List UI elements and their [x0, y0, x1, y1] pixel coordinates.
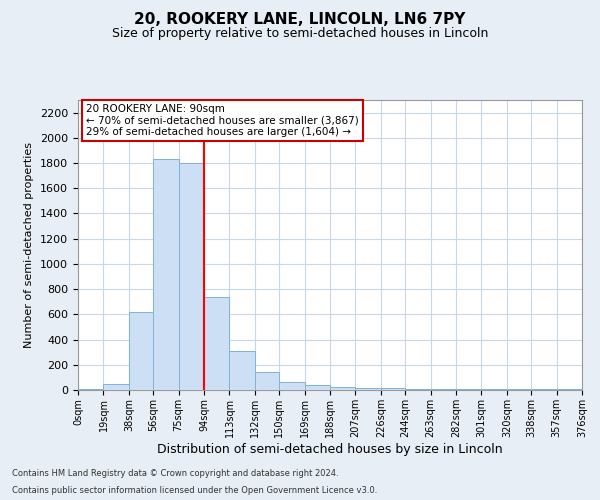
Text: 20 ROOKERY LANE: 90sqm
← 70% of semi-detached houses are smaller (3,867)
29% of : 20 ROOKERY LANE: 90sqm ← 70% of semi-det… [86, 104, 359, 137]
Bar [381, 388, 405, 390]
Bar [405, 389, 431, 390]
Bar [255, 372, 279, 390]
Bar [330, 387, 355, 390]
Y-axis label: Number of semi-detached properties: Number of semi-detached properties [25, 142, 34, 348]
Text: Contains public sector information licensed under the Open Government Licence v3: Contains public sector information licen… [12, 486, 377, 495]
X-axis label: Distribution of semi-detached houses by size in Lincoln: Distribution of semi-detached houses by … [157, 442, 503, 456]
Text: Size of property relative to semi-detached houses in Lincoln: Size of property relative to semi-detach… [112, 28, 488, 40]
Bar [153, 158, 179, 390]
Bar [355, 388, 381, 390]
Bar [305, 385, 330, 390]
Text: 20, ROOKERY LANE, LINCOLN, LN6 7PY: 20, ROOKERY LANE, LINCOLN, LN6 7PY [134, 12, 466, 28]
Bar [129, 312, 153, 390]
Bar [78, 389, 103, 390]
Bar [204, 296, 229, 390]
Bar [103, 384, 129, 390]
Bar [229, 351, 255, 390]
Bar [279, 382, 305, 390]
Text: Contains HM Land Registry data © Crown copyright and database right 2024.: Contains HM Land Registry data © Crown c… [12, 468, 338, 477]
Bar [179, 163, 204, 390]
